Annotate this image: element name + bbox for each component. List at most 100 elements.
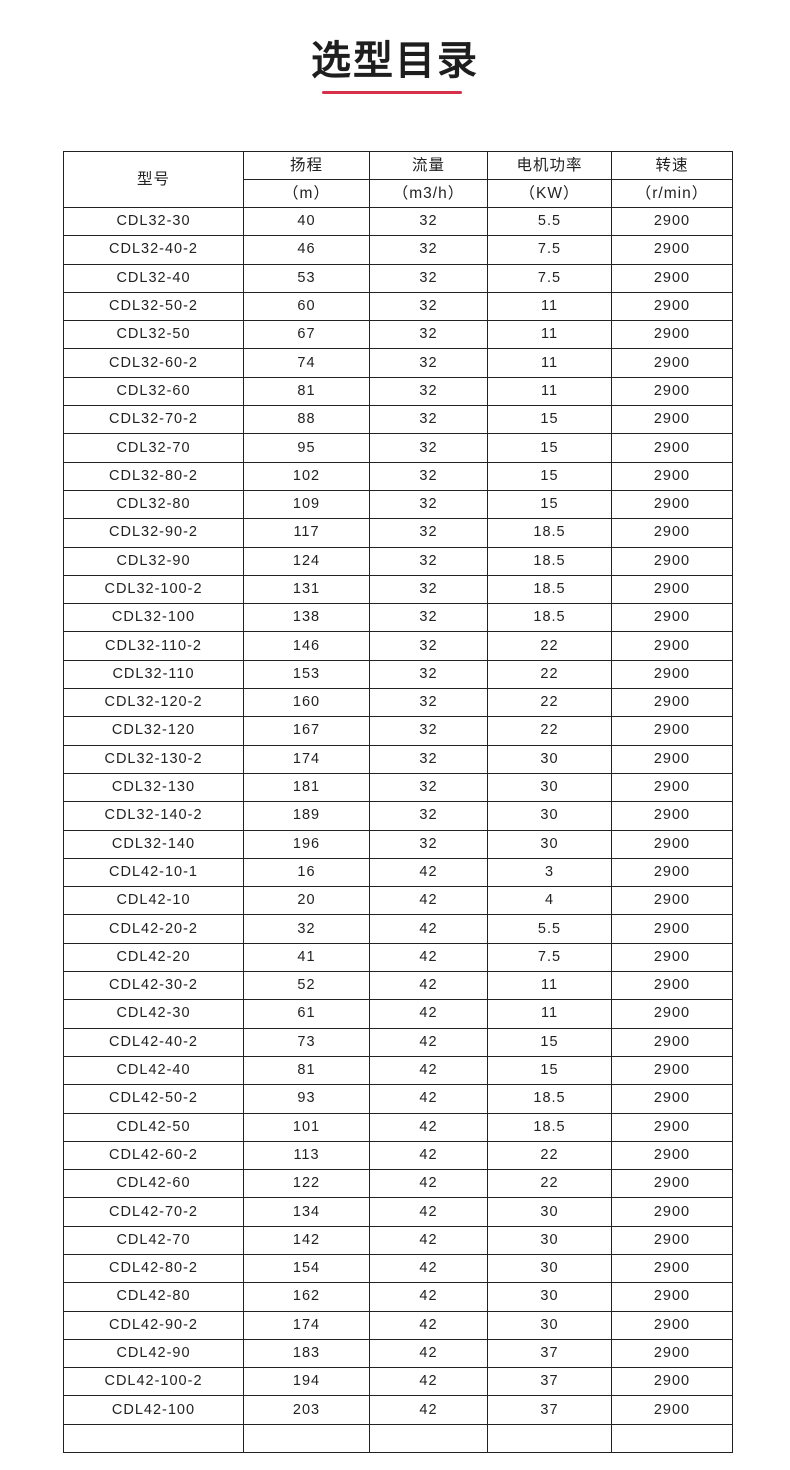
cell-head: 53 — [243, 263, 370, 293]
cell-power: 18.5 — [487, 603, 612, 633]
table-row: CDL32-40-2 46 32 7.5 2900 — [63, 235, 733, 265]
cell-model: CDL32-60 — [63, 376, 244, 407]
cell-speed: 2900 — [611, 376, 733, 407]
cell-flow: 32 — [369, 688, 488, 718]
cell-power: 15 — [487, 461, 612, 491]
cell-power: 11 — [487, 320, 612, 350]
cell-empty — [63, 1423, 244, 1454]
cell-head: 88 — [243, 405, 370, 435]
table-row: CDL32-90 124 32 18.5 2900 — [63, 546, 733, 576]
cell-power: 5.5 — [487, 914, 612, 944]
cell-model: CDL42-80-2 — [63, 1253, 244, 1284]
cell-head: 32 — [243, 914, 370, 944]
cell-speed: 2900 — [611, 631, 733, 661]
cell-head: 67 — [243, 320, 370, 350]
cell-head: 60 — [243, 291, 370, 322]
cell-flow: 32 — [369, 631, 488, 661]
cell-head: 181 — [243, 772, 370, 803]
cell-model: CDL32-100-2 — [63, 574, 244, 605]
cell-head: 73 — [243, 1027, 370, 1057]
cell-power: 30 — [487, 1197, 612, 1227]
cell-speed: 2900 — [611, 603, 733, 633]
table-row: CDL32-140-2 189 32 30 2900 — [63, 801, 733, 831]
cell-power: 11 — [487, 348, 612, 378]
cell-flow: 42 — [369, 1338, 488, 1369]
cell-head: 41 — [243, 942, 370, 973]
cell-power: 30 — [487, 744, 612, 774]
cell-head: 189 — [243, 801, 370, 831]
cell-speed: 2900 — [611, 1282, 733, 1312]
cell-speed: 2900 — [611, 1395, 733, 1425]
cell-speed: 2900 — [611, 1253, 733, 1284]
unit-head: （m） — [243, 179, 370, 208]
cell-power: 37 — [487, 1338, 612, 1369]
cell-head: 162 — [243, 1282, 370, 1312]
selection-table: 型号 扬程 流量 电机功率 转速 （m） （m3/h） （KW） （r/min）… — [63, 151, 733, 1454]
cell-power: 30 — [487, 1253, 612, 1284]
cell-flow: 32 — [369, 546, 488, 576]
table-row: CDL32-60 81 32 11 2900 — [63, 376, 733, 407]
cell-model: CDL32-110 — [63, 659, 244, 690]
cell-speed: 2900 — [611, 348, 733, 378]
cell-model: CDL42-10-1 — [63, 857, 244, 888]
cell-speed: 2900 — [611, 206, 733, 237]
table-row: CDL32-120 167 32 22 2900 — [63, 716, 733, 746]
cell-model: CDL32-130 — [63, 772, 244, 803]
cell-model: CDL32-130-2 — [63, 744, 244, 774]
table-row: CDL42-90-2 174 42 30 2900 — [63, 1310, 733, 1340]
cell-flow: 42 — [369, 1225, 488, 1255]
cell-speed: 2900 — [611, 971, 733, 1001]
cell-empty — [369, 1423, 488, 1454]
cell-power: 11 — [487, 999, 612, 1029]
cell-model: CDL42-100-2 — [63, 1367, 244, 1397]
cell-head: 81 — [243, 1055, 370, 1086]
cell-model: CDL32-80 — [63, 489, 244, 520]
header-flow: 流量 — [369, 151, 488, 180]
cell-model: CDL42-10 — [63, 886, 244, 916]
cell-head: 61 — [243, 999, 370, 1029]
cell-power: 37 — [487, 1395, 612, 1425]
cell-power: 30 — [487, 1282, 612, 1312]
cell-power: 18.5 — [487, 574, 612, 605]
cell-power: 18.5 — [487, 518, 612, 548]
cell-power: 22 — [487, 659, 612, 690]
cell-model: CDL32-70-2 — [63, 405, 244, 435]
cell-speed: 2900 — [611, 1055, 733, 1086]
cell-head: 16 — [243, 857, 370, 888]
table-row: CDL32-130 181 32 30 2900 — [63, 772, 733, 803]
cell-model: CDL42-70-2 — [63, 1197, 244, 1227]
unit-power: （KW） — [487, 179, 612, 208]
cell-speed: 2900 — [611, 263, 733, 293]
cell-flow: 42 — [369, 942, 488, 973]
table-row: CDL32-100 138 32 18.5 2900 — [63, 603, 733, 633]
cell-flow: 32 — [369, 348, 488, 378]
cell-power: 7.5 — [487, 263, 612, 293]
cell-model: CDL42-40-2 — [63, 1027, 244, 1057]
cell-power: 15 — [487, 1055, 612, 1086]
cell-flow: 32 — [369, 320, 488, 350]
cell-flow: 32 — [369, 206, 488, 237]
table-row: CDL32-50-2 60 32 11 2900 — [63, 291, 733, 322]
cell-model: CDL32-70 — [63, 433, 244, 463]
cell-speed: 2900 — [611, 320, 733, 350]
cell-model: CDL32-110-2 — [63, 631, 244, 661]
cell-head: 138 — [243, 603, 370, 633]
cell-head: 196 — [243, 829, 370, 859]
cell-model: CDL32-90 — [63, 546, 244, 576]
cell-power: 7.5 — [487, 235, 612, 265]
unit-speed: （r/min） — [611, 179, 733, 208]
cell-speed: 2900 — [611, 688, 733, 718]
cell-flow: 42 — [369, 1027, 488, 1057]
cell-flow: 42 — [369, 1055, 488, 1086]
cell-flow: 32 — [369, 376, 488, 407]
cell-model: CDL32-140-2 — [63, 801, 244, 831]
cell-head: 101 — [243, 1112, 370, 1142]
cell-power: 30 — [487, 1310, 612, 1340]
cell-power: 22 — [487, 1169, 612, 1199]
cell-flow: 42 — [369, 1140, 488, 1171]
cell-speed: 2900 — [611, 291, 733, 322]
table-row: CDL32-40 53 32 7.5 2900 — [63, 263, 733, 293]
cell-head: 146 — [243, 631, 370, 661]
cell-model: CDL42-80 — [63, 1282, 244, 1312]
table-row: CDL42-60 122 42 22 2900 — [63, 1169, 733, 1199]
